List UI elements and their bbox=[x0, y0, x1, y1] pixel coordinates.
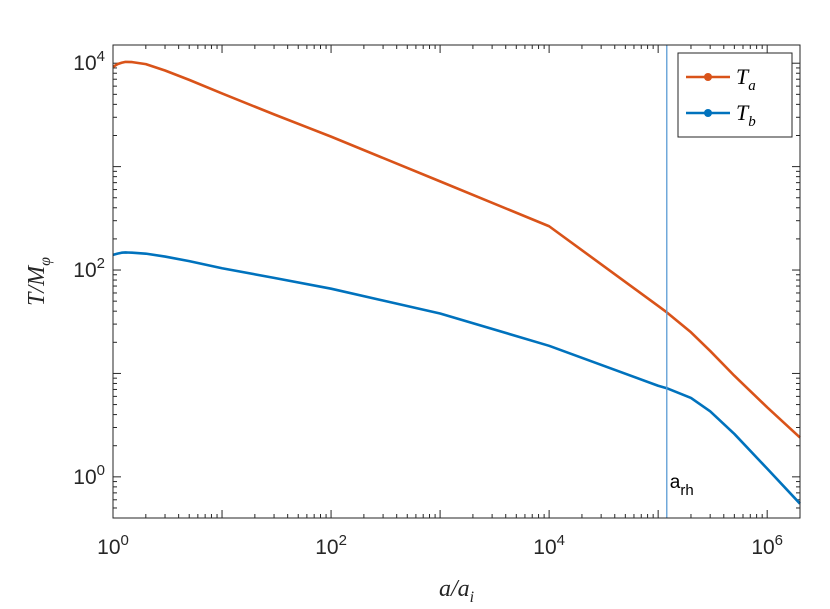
axis-titles: a/ai T/Mφ bbox=[24, 257, 474, 606]
legend: Ta Tb bbox=[677, 52, 793, 138]
x-tick-label: 106 bbox=[751, 532, 783, 559]
plot-lines bbox=[112, 60, 801, 505]
legend-label-b: Tb bbox=[736, 100, 756, 130]
tick-labels: 100 102 104 106 100 102 104 bbox=[73, 48, 783, 559]
x-tick-label: 104 bbox=[533, 532, 565, 559]
legend-label-a: Ta bbox=[736, 64, 756, 94]
reference-line: arh bbox=[666, 45, 694, 518]
y-tick-label: 104 bbox=[73, 48, 105, 75]
series-line-b bbox=[112, 251, 801, 505]
y-tick-label: 100 bbox=[73, 462, 105, 489]
legend-marker-b bbox=[704, 109, 712, 117]
series-line-a bbox=[112, 60, 801, 439]
x-tick-label: 102 bbox=[315, 532, 347, 559]
legend-marker-a bbox=[704, 73, 712, 81]
y-axis-label: T/Mφ bbox=[24, 257, 54, 306]
x-axis-label: a/ai bbox=[439, 576, 474, 606]
axis-ticks bbox=[112, 45, 801, 519]
axes-box bbox=[112, 44, 801, 519]
x-tick-label: 100 bbox=[97, 532, 129, 559]
y-tick-label: 102 bbox=[73, 255, 105, 282]
a-rh-label: arh bbox=[670, 472, 694, 499]
legend-box bbox=[677, 52, 793, 138]
